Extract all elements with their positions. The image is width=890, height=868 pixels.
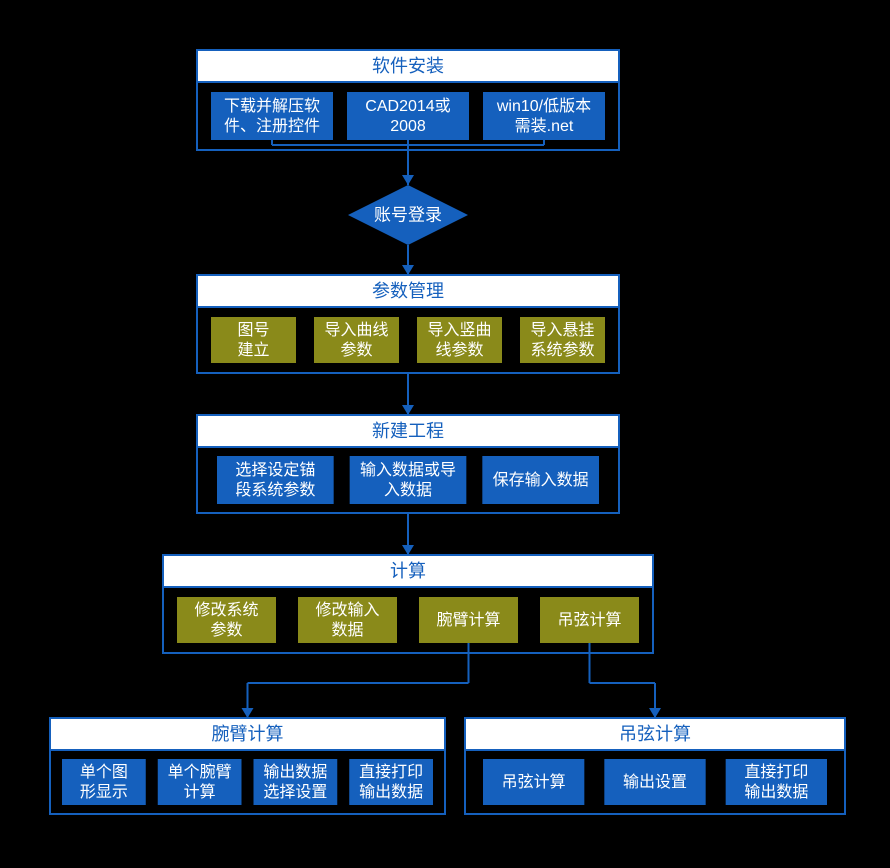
svg-text:导入竖曲: 导入竖曲 — [427, 321, 491, 339]
svg-text:导入悬挂: 导入悬挂 — [530, 321, 594, 339]
svg-text:输出设置: 输出设置 — [623, 773, 687, 791]
svg-text:建立: 建立 — [237, 341, 269, 359]
box-calc: 计算修改系统参数 修改输入数据 腕臂计算 吊弦计算 — [163, 555, 653, 653]
box-hang: 吊弦计算吊弦计算输出设置直接打印输出数据 — [465, 718, 845, 814]
svg-text:直接打印: 直接打印 — [744, 763, 808, 781]
svg-text:形显示: 形显示 — [80, 783, 128, 801]
svg-text:数据: 数据 — [331, 621, 363, 639]
box-calc-title: 计算 — [390, 561, 426, 581]
svg-text:win10/低版本: win10/低版本 — [496, 97, 591, 115]
svg-text:输入数据或导: 输入数据或导 — [360, 461, 456, 479]
svg-text:修改系统: 修改系统 — [194, 601, 258, 619]
svg-text:修改输入: 修改输入 — [315, 601, 379, 619]
svg-text:单个腕臂: 单个腕臂 — [168, 763, 232, 781]
box-install: 软件安装下载并解压软件、注册控件 CAD2014或 2008 win10/低版本需装.… — [197, 50, 619, 150]
svg-text:选择设置: 选择设置 — [263, 783, 327, 801]
box-newproj: 新建工程选择设定锚段系统参数 输入数据或导入数据 保存输入数据 — [197, 415, 619, 513]
box-arm-title: 腕臂计算 — [212, 724, 284, 744]
svg-text:下载并解压软: 下载并解压软 — [224, 97, 320, 115]
svg-text:计算: 计算 — [184, 782, 216, 801]
svg-text:需装.net: 需装.net — [515, 117, 574, 135]
svg-text:保存输入数据: 保存输入数据 — [493, 471, 589, 489]
svg-text:吊弦计算: 吊弦计算 — [502, 772, 566, 791]
svg-text:吊弦计算: 吊弦计算 — [557, 610, 621, 629]
svg-text:线参数: 线参数 — [435, 341, 483, 359]
svg-text:段系统参数: 段系统参数 — [235, 481, 315, 499]
box-arm: 腕臂计算单个图形显示单个腕臂计算输出数据选择设置直接打印输出数据 — [50, 718, 445, 814]
svg-text:选择设定锚: 选择设定锚 — [235, 461, 315, 479]
svg-text:参数: 参数 — [210, 621, 242, 639]
svg-text:腕臂计算: 腕臂计算 — [436, 610, 500, 629]
svg-text:参数: 参数 — [340, 341, 372, 359]
box-hang-title: 吊弦计算 — [619, 724, 691, 744]
svg-text:入数据: 入数据 — [384, 481, 432, 499]
svg-text:图号: 图号 — [237, 321, 269, 339]
svg-text:CAD2014或: CAD2014或 — [365, 97, 450, 115]
svg-text:导入曲线: 导入曲线 — [324, 321, 388, 339]
box-params: 参数管理图号建立 导入曲线参数 导入竖曲线参数 导入悬挂系统参数 — [197, 275, 619, 373]
box-install-title: 软件安装 — [372, 56, 444, 76]
svg-text:系统参数: 系统参数 — [530, 341, 594, 359]
svg-text:单个图: 单个图 — [80, 763, 128, 781]
svg-text:2008: 2008 — [390, 118, 426, 135]
svg-text:直接打印: 直接打印 — [359, 763, 423, 781]
box-newproj-title: 新建工程 — [372, 421, 444, 441]
svg-text:输出数据: 输出数据 — [359, 783, 423, 801]
diamond-login-label: 账号登录 — [374, 205, 442, 224]
svg-text:件、注册控件: 件、注册控件 — [224, 117, 320, 135]
svg-text:输出数据: 输出数据 — [263, 763, 327, 781]
svg-text:输出数据: 输出数据 — [744, 783, 808, 801]
box-params-title: 参数管理 — [372, 281, 444, 301]
